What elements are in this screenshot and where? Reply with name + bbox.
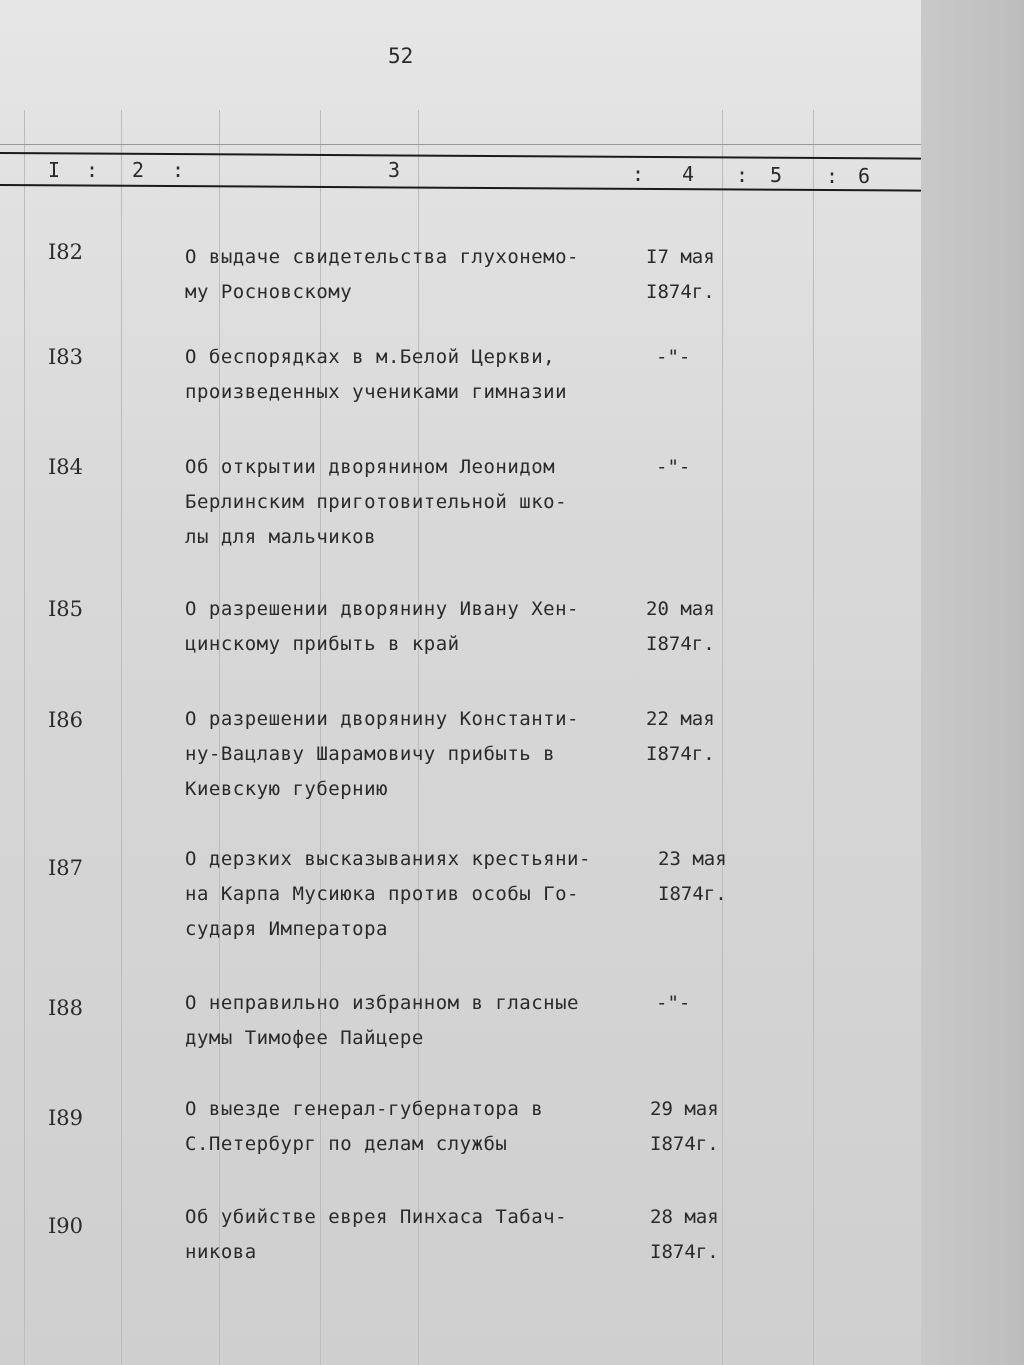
column-header-2: 2 (132, 158, 145, 182)
case-number: I82 (48, 240, 84, 264)
column-header-1: I (48, 158, 61, 182)
case-title: О неправильно избранном в гласные думы Т… (185, 992, 579, 1049)
column-header-3: 3 (388, 158, 401, 182)
case-number: I90 (48, 1214, 84, 1238)
column-rule (24, 110, 25, 1365)
page-number: 52 (388, 44, 414, 68)
case-number: I89 (48, 1106, 84, 1130)
column-rule (418, 110, 419, 1365)
case-date: -"- (656, 346, 691, 368)
case-title: Об открытии дворянином Леонидом Берлинск… (185, 456, 568, 548)
page-edge-shadow (921, 0, 1024, 1365)
case-date: -"- (656, 456, 691, 478)
header-rule-faint (0, 144, 921, 145)
case-date: I7 мая I874г. (646, 246, 715, 303)
column-rule (121, 110, 122, 1365)
case-number: I84 (48, 455, 84, 479)
case-title: О разрешении дворянину Константи- ну-Вац… (185, 708, 579, 800)
column-header-4: 4 (682, 162, 695, 186)
case-number: I86 (48, 708, 84, 732)
case-title: О выезде генерал-губернатора в С.Петербу… (185, 1098, 544, 1155)
case-number: I88 (48, 996, 84, 1020)
case-date: 20 мая I874г. (646, 598, 715, 655)
case-title: О разрешении дворянину Ивану Хен- цинско… (185, 598, 579, 655)
case-date: -"- (656, 992, 691, 1014)
case-number: I85 (48, 597, 84, 621)
column-header-6: 6 (858, 164, 871, 188)
column-rule (813, 110, 814, 1365)
case-title: О дерзких высказываниях крестьяни- на Ка… (185, 848, 591, 940)
column-rule (722, 110, 723, 1365)
column-rule (219, 110, 220, 1365)
header-bottom-rule (0, 184, 921, 192)
case-number: I83 (48, 345, 84, 369)
column-rule (320, 110, 321, 1365)
case-title: О беспорядках в м.Белой Церкви, произвед… (185, 346, 568, 403)
case-date: 22 мая I874г. (646, 708, 715, 765)
case-title: Об убийстве еврея Пинхаса Табач- никова (185, 1206, 568, 1263)
case-date: 28 мая I874г. (650, 1206, 719, 1263)
case-title: О выдаче свидетельства глухонемо- му Рос… (185, 246, 579, 303)
case-date: 29 мая I874г. (650, 1098, 719, 1155)
column-header-5: 5 (770, 163, 783, 187)
case-number: I87 (48, 856, 84, 880)
case-date: 23 мая I874г. (658, 848, 727, 905)
document-page: 52 I : 2 : 3 : 4 : 5 : 6 I82 О выдаче св… (0, 0, 921, 1365)
